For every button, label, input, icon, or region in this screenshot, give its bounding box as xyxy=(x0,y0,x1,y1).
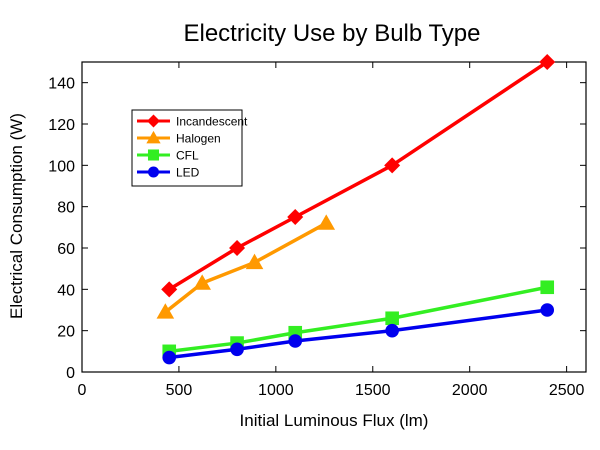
y-tick-label: 100 xyxy=(48,158,75,175)
data-point-led xyxy=(162,350,177,365)
x-tick-label: 2000 xyxy=(452,382,488,399)
data-point-halogen xyxy=(156,303,175,319)
series-halogen xyxy=(156,214,336,319)
legend-item-led: LED xyxy=(137,166,200,180)
data-point-incandescent xyxy=(287,209,304,225)
data-point-halogen xyxy=(245,253,264,270)
series-line-led xyxy=(169,308,548,360)
legend-item-cfl: CFL xyxy=(137,149,199,163)
data-point-halogen xyxy=(317,214,336,230)
legend-label: CFL xyxy=(176,149,199,163)
data-point-led xyxy=(230,342,244,357)
series-led xyxy=(162,303,555,365)
legend-item-halogen: Halogen xyxy=(137,130,221,146)
y-tick-label: 40 xyxy=(57,282,75,299)
legend-label: Incandescent xyxy=(176,115,248,129)
y-tick-label: 0 xyxy=(66,365,75,382)
series-line-halogen xyxy=(164,221,328,314)
x-tick-label: 1000 xyxy=(258,382,294,399)
data-point-halogen xyxy=(193,274,211,290)
series-incandescent xyxy=(161,54,556,298)
data-point-led xyxy=(385,323,399,338)
y-tick-label: 120 xyxy=(48,117,75,134)
y-tick-label: 140 xyxy=(48,76,75,93)
legend-item-incandescent: Incandescent xyxy=(137,114,248,129)
axis-ticks: 0 500 1000 1500 2000 2500 0 20 40 60 80 100 120 140 xyxy=(48,62,586,399)
data-point-incandescent xyxy=(384,157,401,174)
y-tick-label: 20 xyxy=(57,324,75,341)
y-tick-label: 60 xyxy=(57,241,75,258)
plot-frame xyxy=(81,61,587,373)
legend: Incandescent Halogen CFL LED xyxy=(131,109,248,187)
series-layer xyxy=(156,54,556,365)
y-axis-label: Electrical Consumption (W) xyxy=(7,113,26,319)
data-point-led xyxy=(288,334,303,348)
plot-area xyxy=(81,61,587,373)
x-tick-label: 500 xyxy=(166,382,193,399)
chart-title: Electricity Use by Bulb Type xyxy=(183,20,480,47)
x-tick-label: 0 xyxy=(78,382,87,399)
data-point-incandescent xyxy=(229,240,246,256)
data-point-cfl xyxy=(385,311,399,326)
legend-marker-incandescent xyxy=(147,114,160,128)
data-point-incandescent xyxy=(539,54,556,70)
data-point-cfl xyxy=(540,280,555,295)
data-point-incandescent xyxy=(161,281,178,298)
legend-label: LED xyxy=(176,166,200,180)
legend-label: Halogen xyxy=(176,132,221,146)
data-point-led xyxy=(540,303,555,317)
x-tick-label: 2500 xyxy=(549,382,585,399)
legend-marker-cfl xyxy=(147,149,160,161)
x-axis-label: Initial Luminous Flux (lm) xyxy=(240,411,429,430)
series-cfl xyxy=(162,280,555,359)
legend-marker-halogen xyxy=(146,130,161,144)
x-tick-label: 1500 xyxy=(355,382,391,399)
legend-marker-led xyxy=(147,166,160,178)
y-tick-label: 80 xyxy=(57,200,75,217)
